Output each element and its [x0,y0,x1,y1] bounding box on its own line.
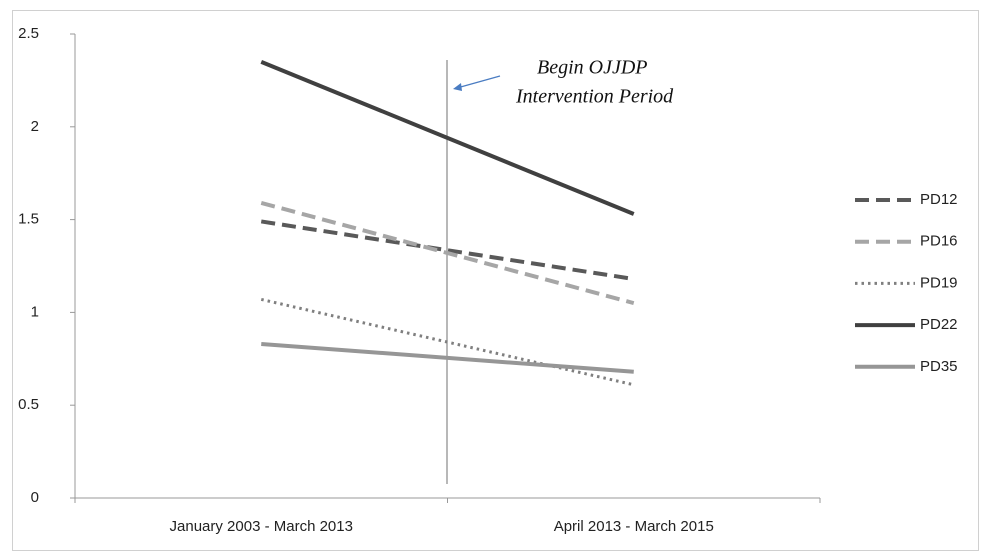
legend-label: PD35 [920,358,958,375]
y-tick-label: 2 [31,118,39,135]
series-line [261,341,634,374]
y-tick-label: 1.5 [18,211,39,228]
legend-label: PD22 [920,316,958,333]
y-tick-label: 0 [31,489,39,506]
legend-label: PD12 [920,191,958,208]
y-tick-label: 1 [31,303,39,320]
x-tick-label: April 2013 - March 2015 [554,518,714,535]
legend-label: PD19 [920,274,958,291]
annotation-line: Begin OJJDP [537,57,648,79]
chart-frame [12,10,979,551]
series-line [260,59,635,216]
series-line [260,200,635,306]
annotation-arrowhead [453,83,462,91]
annotation-line: Intervention Period [515,86,674,108]
y-tick-label: 2.5 [18,25,39,42]
annotation-arrow [456,75,501,89]
y-tick-label: 0.5 [18,396,39,413]
legend-label: PD16 [920,233,958,250]
x-tick-label: January 2003 - March 2013 [170,518,353,535]
